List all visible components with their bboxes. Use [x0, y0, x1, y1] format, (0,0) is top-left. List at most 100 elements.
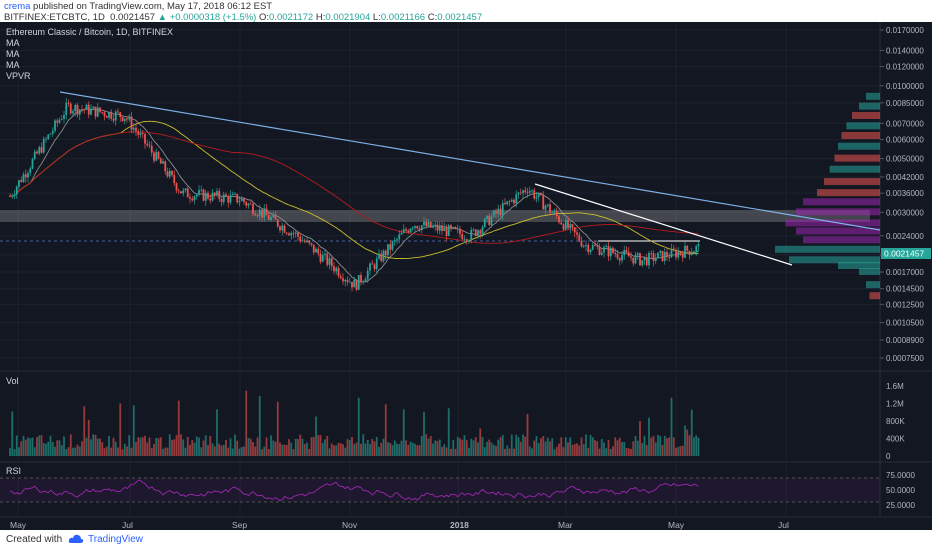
volume-bar: [31, 437, 34, 456]
time-tick-label: Jul: [122, 520, 133, 530]
symbol-label[interactable]: BITFINEX:ETCBTC, 1D: [4, 12, 105, 23]
volume-bar: [11, 411, 14, 456]
volume-bar: [492, 444, 495, 456]
price-axis[interactable]: 0.0170000 0.0140000 0.0120000 0.0100000 0.00…: [880, 26, 924, 363]
legend-vpvr[interactable]: VPVR: [6, 71, 31, 81]
candle-body: [555, 211, 558, 217]
candle-body: [526, 192, 529, 193]
volume-bar: [400, 440, 403, 456]
long-trendline[interactable]: [59, 91, 881, 231]
volume-bar: [40, 435, 43, 456]
candle-body: [510, 199, 513, 202]
high-label: H:: [315, 12, 326, 23]
candle-body: [36, 151, 38, 154]
candle-body: [452, 226, 455, 229]
candle-body: [132, 127, 135, 130]
candle-body: [186, 188, 189, 198]
volume-bar: [9, 447, 11, 456]
candle-body: [690, 252, 693, 255]
volume-bar: [132, 405, 135, 456]
volume-bar: [279, 442, 281, 456]
volume-bar: [672, 437, 675, 456]
candle-body: [515, 194, 518, 204]
candle-body: [20, 180, 23, 182]
short-trendline[interactable]: [534, 183, 793, 266]
candle-body: [204, 192, 207, 201]
time-axis[interactable]: May Jul Sep Nov 2018 Mar May Jul: [10, 520, 789, 530]
price-tick-label: 0.0085000: [886, 99, 924, 108]
volume-bar: [364, 443, 367, 456]
volume-bar: [589, 434, 592, 456]
volume-bar: [58, 440, 61, 456]
candle-body: [688, 250, 691, 255]
candle-body: [596, 245, 599, 247]
volume-label[interactable]: Vol: [6, 376, 19, 386]
candle-body: [60, 118, 63, 120]
volume-bar: [168, 434, 171, 456]
volume-bar: [504, 448, 506, 456]
price-tick-label: 0.0070000: [886, 119, 924, 128]
volume-bar: [387, 442, 389, 456]
volume-bar: [632, 441, 635, 456]
volume-bar: [598, 448, 601, 456]
candle-body: [429, 221, 432, 228]
candle-body: [292, 232, 295, 234]
vpvr-bar: [796, 208, 880, 216]
volume-bar: [220, 445, 223, 456]
volume-bar: [164, 447, 167, 456]
candle-body: [414, 225, 416, 228]
candle-body: [74, 104, 77, 112]
volume-bar: [506, 445, 509, 456]
candle-body: [501, 202, 504, 216]
candle-body: [643, 257, 646, 261]
volume-bar: [213, 446, 216, 456]
candle-body: [578, 234, 581, 242]
legend-ma-1[interactable]: MA: [6, 38, 20, 48]
volume-bar: [263, 446, 266, 456]
candle-body: [438, 226, 441, 231]
candle-body: [348, 281, 351, 283]
candle-body: [310, 243, 313, 245]
volume-bar: [33, 447, 36, 456]
volume-bar: [580, 437, 583, 456]
time-tick-label: Jul: [778, 520, 789, 530]
candle-body: [546, 204, 549, 206]
trendlines[interactable]: [59, 91, 881, 266]
publisher-name[interactable]: crema: [4, 1, 31, 12]
volume-bar: [211, 443, 214, 456]
volume-bar: [549, 441, 551, 456]
volume-bar: [434, 440, 437, 456]
candle-body: [337, 267, 340, 277]
price-tick-label: 0.0036000: [886, 189, 924, 198]
candle-body: [202, 189, 205, 201]
candle-body: [85, 104, 88, 110]
volume-bar: [222, 444, 225, 456]
candle-body: [668, 256, 671, 258]
candle-body: [256, 215, 259, 217]
volume-bar: [612, 446, 614, 456]
candle-body: [524, 190, 527, 193]
candle-body: [616, 253, 619, 259]
volume-bar: [445, 447, 448, 456]
volume-bar: [661, 444, 664, 456]
legend-ma-2[interactable]: MA: [6, 49, 20, 59]
volume-bar: [402, 409, 405, 456]
volume-bar: [650, 437, 653, 456]
candle-body: [168, 171, 171, 177]
chart-canvas[interactable]: 0.0170000 0.0140000 0.0120000 0.0100000 0.00…: [0, 22, 932, 530]
candle-body: [479, 230, 482, 234]
candle-body: [166, 171, 169, 177]
legend-ma-3[interactable]: MA: [6, 60, 20, 70]
volume-bar: [375, 437, 378, 456]
volume-bar: [22, 435, 25, 456]
volume-bar: [461, 439, 464, 456]
volume-bar: [335, 445, 338, 456]
candle-body: [105, 116, 108, 118]
candle-body: [254, 213, 257, 216]
tradingview-brand[interactable]: TradingView: [88, 534, 144, 545]
candle-body: [121, 117, 124, 121]
rsi-label[interactable]: RSI: [6, 466, 21, 476]
ma-mid-line: [9, 120, 699, 260]
candle-body: [333, 266, 335, 272]
vpvr-bar: [796, 227, 880, 235]
